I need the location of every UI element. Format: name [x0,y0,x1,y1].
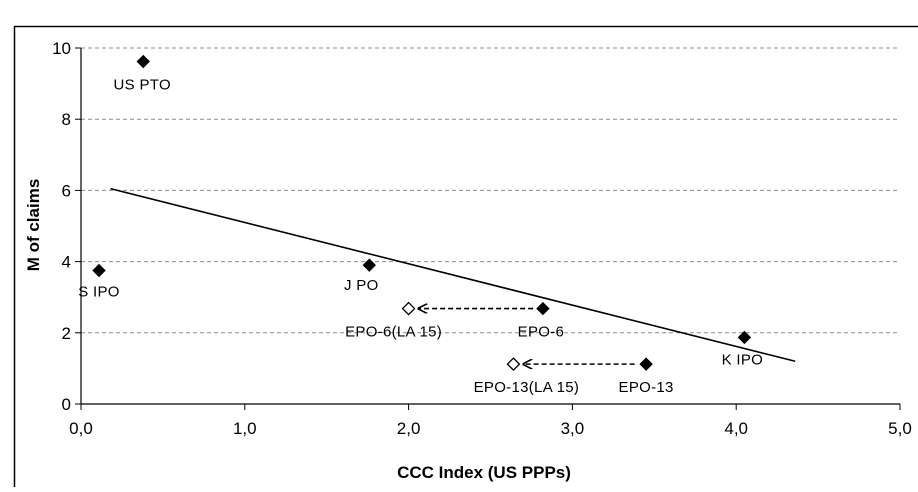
y-tick-label: 8 [62,110,71,129]
filled-diamond-point [536,301,550,316]
axes: 0 2 4 6 8 10 0,0 1,0 2,0 3,0 4,0 5,0 [52,39,912,438]
y-tick-label: 6 [62,181,71,200]
point-label: EPO-13 [619,379,674,396]
gridlines [81,47,900,334]
trendline-layer [110,187,796,363]
point-label: K IPO [722,351,764,368]
y-tick-label: 4 [62,253,71,272]
arrow-layer [418,309,635,365]
y-tick-label: 2 [62,324,71,343]
x-tick-label: 0,0 [69,419,93,438]
filled-diamond-point [639,357,653,371]
filled-diamond-point [92,263,106,278]
x-tick-label: 3,0 [561,419,585,438]
point-label: S IPO [78,284,120,301]
x-axis-title: CCC Index (US PPPs) [397,463,571,482]
filled-diamond-point [737,330,752,345]
y-tick-label: 10 [52,39,71,58]
x-tick-label: 2,0 [397,419,421,438]
point-label: EPO-6 [518,324,565,341]
x-tick-label: 1,0 [233,419,257,438]
point-label: EPO-6(LA 15) [345,324,442,341]
filled-diamond-point [362,258,376,272]
hollow-diamond-point [401,301,416,316]
hollow-diamond-point [506,357,521,372]
point-labels: US PTO S IPO J PO EPO-6 EPO-6(LA 15) EPO-13 EP… [78,77,763,397]
filled-diamond-point [136,54,150,69]
y-axis-title: M of claims [24,179,43,272]
data-points [92,54,752,372]
trendline [110,187,796,363]
x-tick-label: 4,0 [724,419,748,438]
y-tick-label: 0 [62,395,71,414]
x-tick-label: 5,0 [888,419,912,438]
point-label: US PTO [114,77,171,94]
point-label: J PO [344,277,379,294]
point-label: EPO-13(LA 15) [474,379,580,396]
